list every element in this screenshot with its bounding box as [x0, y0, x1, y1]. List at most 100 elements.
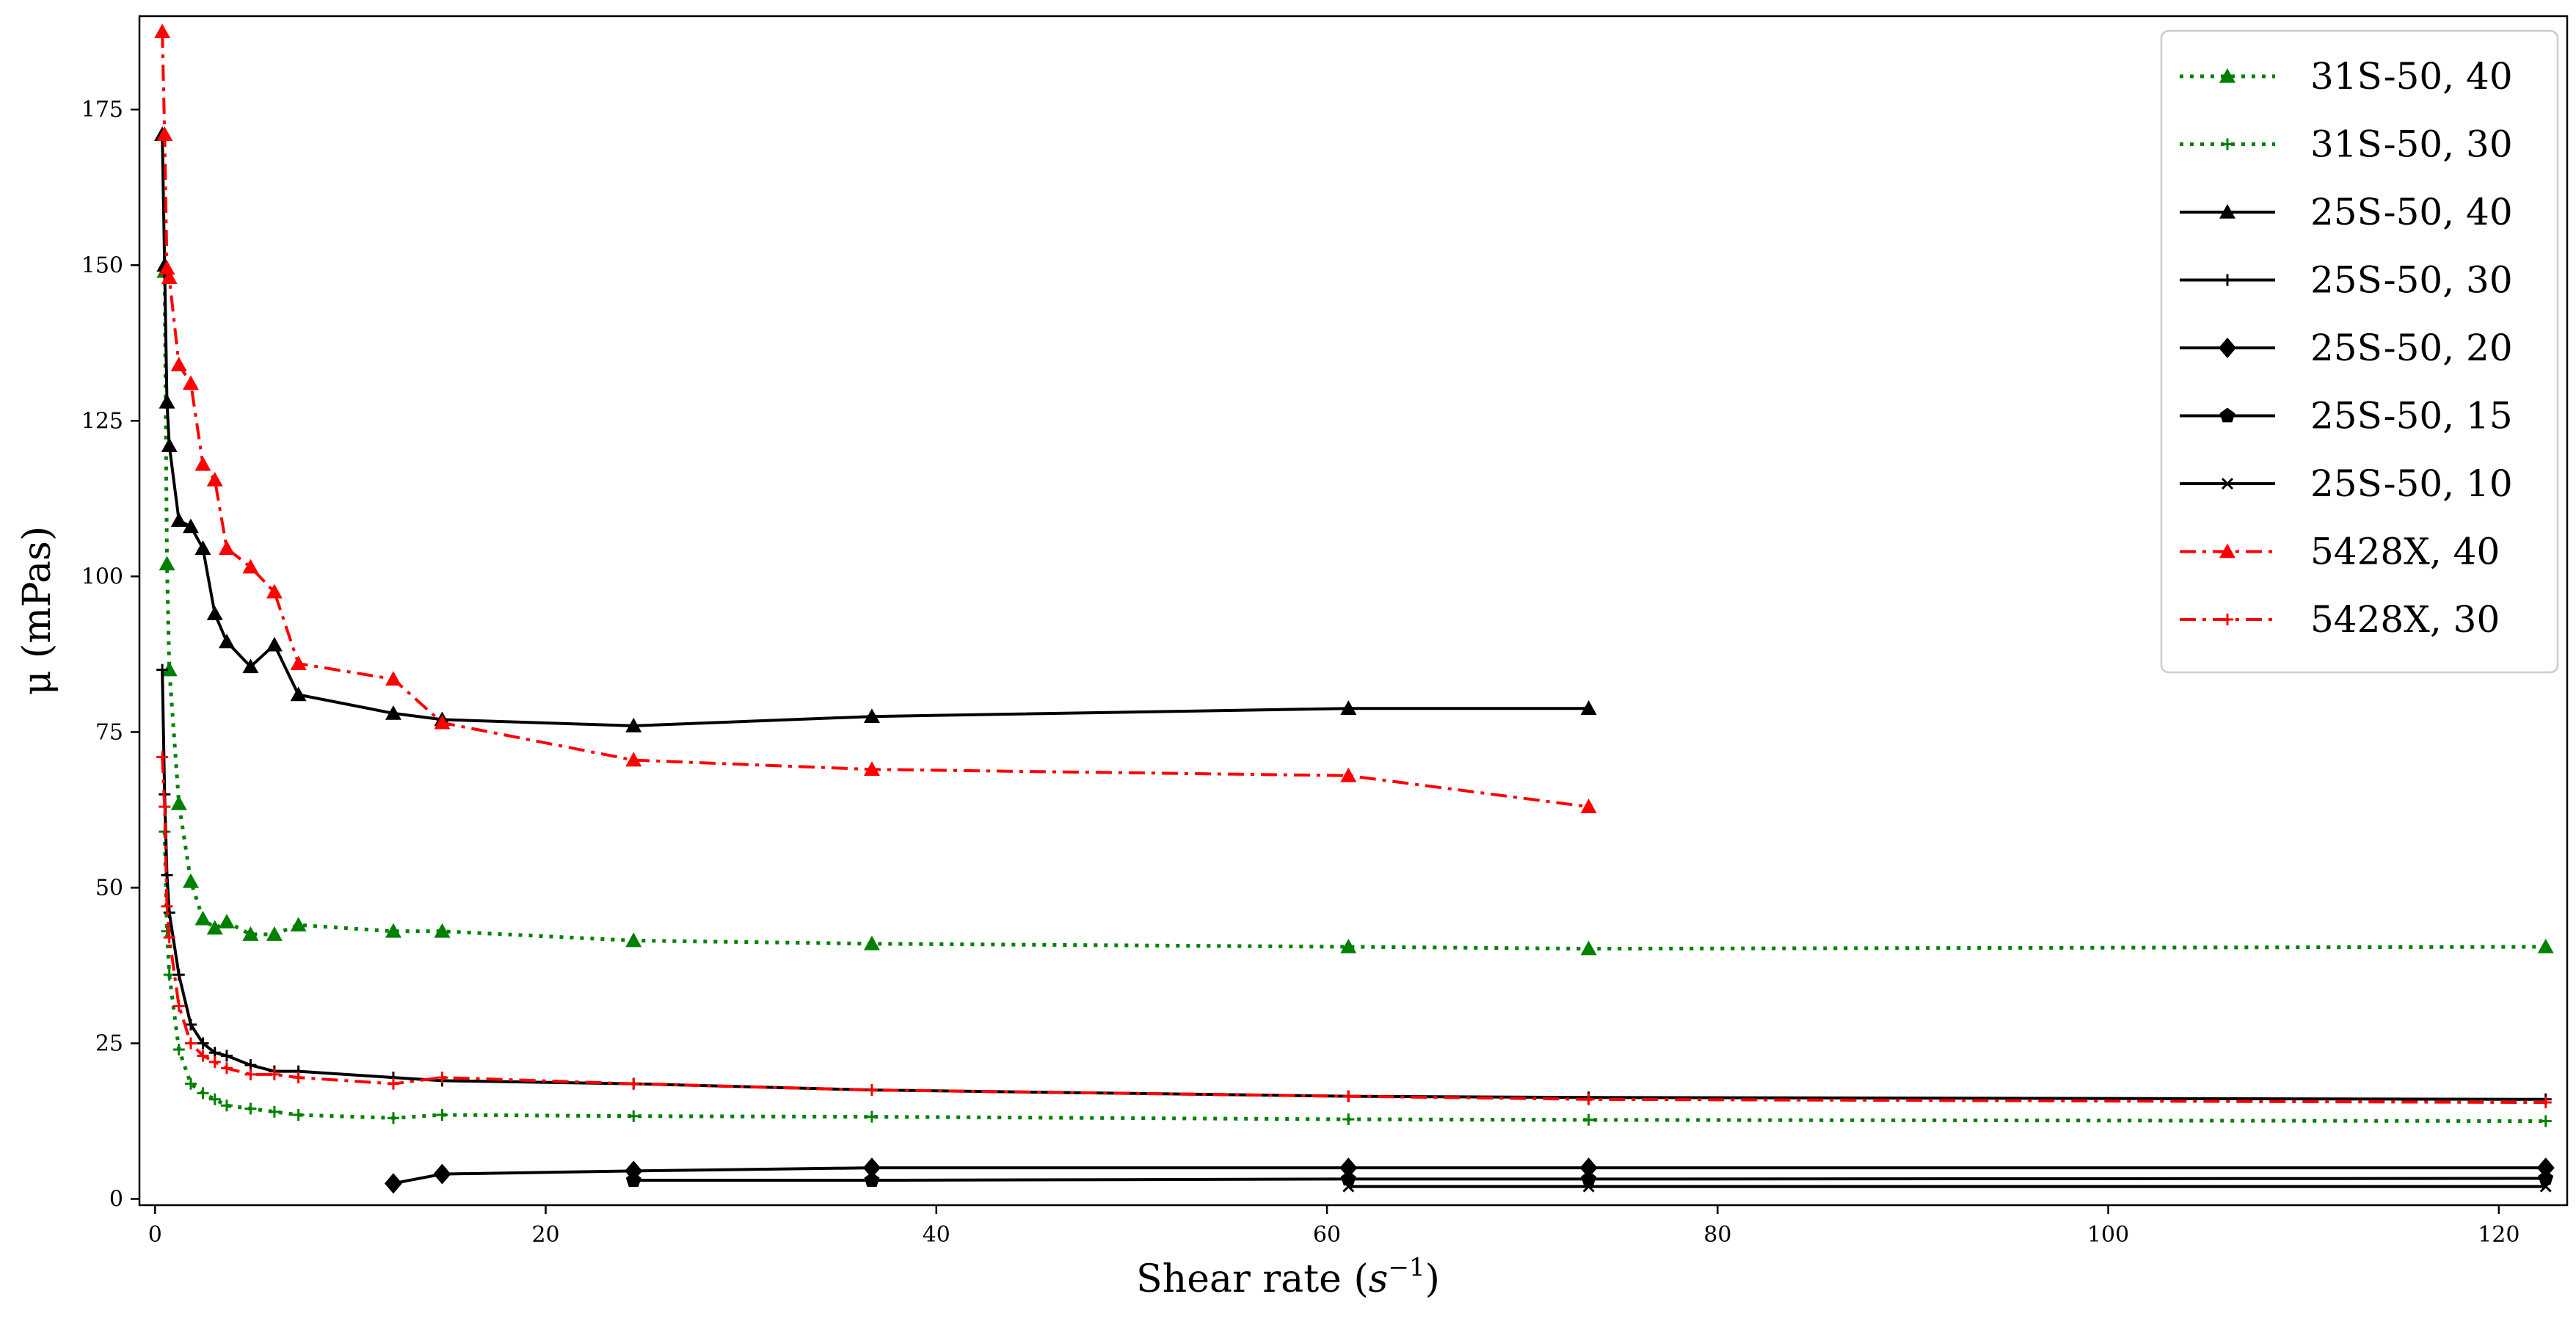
legend-entry: 25S-50, 10: [2180, 462, 2513, 505]
data-point: [266, 636, 283, 652]
data-point: [625, 752, 642, 767]
data-point: [242, 658, 259, 674]
legend-label: 5428X, 40: [2310, 531, 2500, 573]
x-axis-label-unit: s: [1369, 1257, 1389, 1301]
y-tick-label: 100: [81, 564, 123, 589]
x-tick-label: 60: [1313, 1222, 1341, 1248]
data-point: [625, 717, 642, 732]
data-point: [220, 1099, 233, 1112]
series-1: [156, 263, 2554, 956]
data-point: [1342, 1180, 1355, 1193]
y-tick-label: 125: [81, 408, 123, 434]
data-point: [433, 1163, 451, 1185]
legend-entry: 31S-50, 40: [2180, 55, 2513, 98]
series-9: [156, 751, 2552, 1109]
x-tick-label: 20: [531, 1222, 559, 1248]
data-point: [290, 917, 307, 932]
legend-marker: [2222, 274, 2233, 286]
data-point: [170, 356, 187, 371]
data-point: [1582, 1180, 1595, 1193]
data-point: [436, 1072, 448, 1084]
data-point: [2537, 939, 2554, 953]
legend-label: 5428X, 30: [2310, 598, 2500, 641]
data-point: [242, 559, 259, 574]
y-tick-label: 50: [95, 875, 123, 901]
series-7: [1342, 1180, 2552, 1193]
data-point: [625, 932, 642, 948]
data-point: [163, 931, 175, 944]
data-point: [1580, 700, 1597, 715]
data-point: [1340, 939, 1357, 953]
data-point: [156, 664, 169, 676]
x-tick-label: 100: [2087, 1222, 2129, 1248]
x-axis-label-exponent: −1: [1388, 1253, 1425, 1282]
y-tick-label: 75: [95, 719, 123, 745]
data-point: [172, 1043, 185, 1055]
data-point: [290, 655, 307, 670]
x-tick-label: 80: [1703, 1222, 1731, 1248]
data-point: [865, 1084, 878, 1097]
data-point: [865, 1110, 878, 1123]
series-5: [384, 1157, 2555, 1194]
data-point: [197, 1050, 209, 1062]
legend-label: 31S-50, 30: [2310, 123, 2513, 166]
x-tick-label: 120: [2478, 1222, 2519, 1248]
x-tick-label: 40: [923, 1222, 950, 1248]
data-point: [863, 935, 880, 950]
data-point: [1580, 940, 1597, 956]
data-point: [220, 1062, 233, 1075]
data-point: [163, 906, 175, 919]
legend-label: 25S-50, 10: [2310, 462, 2513, 505]
data-point: [434, 923, 451, 938]
data-point: [218, 633, 235, 649]
data-point: [194, 910, 211, 926]
x-axis: 0 20 40 60 80 100 120: [148, 1205, 2519, 1248]
series-layer: [154, 23, 2555, 1194]
data-point: [194, 540, 211, 555]
x-axis-label-text: Shear rate: [1136, 1257, 1342, 1301]
legend-label: 25S-50, 30: [2310, 259, 2513, 302]
data-point: [385, 923, 401, 938]
y-tick-label: 150: [81, 252, 123, 278]
data-point: [387, 1112, 399, 1124]
data-point: [627, 1110, 640, 1122]
data-point: [2539, 1180, 2552, 1193]
data-point: [159, 556, 175, 571]
y-tick-label: 25: [95, 1030, 123, 1056]
data-point: [159, 801, 171, 813]
data-point: [154, 23, 171, 39]
data-point: [172, 969, 185, 981]
legend-box: [2160, 29, 2559, 674]
legend-entry: 5428X, 40: [2180, 531, 2500, 573]
data-point: [206, 920, 223, 935]
data-point: [436, 1109, 448, 1121]
data-point: [434, 714, 451, 730]
data-point: [170, 795, 187, 810]
data-point: [218, 540, 235, 555]
data-point: [2539, 1115, 2552, 1127]
legend-label: 25S-50, 40: [2310, 191, 2513, 233]
legend-marker: [2219, 338, 2236, 358]
data-point: [182, 873, 199, 888]
series-line: [162, 271, 2546, 951]
data-point: [184, 1019, 197, 1031]
data-point: [156, 126, 173, 141]
data-point: [159, 393, 175, 409]
legend-marker: [2222, 614, 2233, 625]
data-point: [182, 518, 199, 534]
data-point: [863, 761, 880, 777]
data-point: [863, 708, 880, 723]
data-point: [2536, 1157, 2555, 1179]
data-point: [1582, 1093, 1595, 1105]
legend: 31S-50, 40 31S-50, 30 25S-50, 40 25S-50, 30…: [2160, 29, 2559, 674]
data-point: [197, 1037, 209, 1050]
data-point: [218, 914, 235, 928]
legend-marker: [2221, 477, 2234, 490]
data-point: [268, 1068, 280, 1080]
data-point: [156, 751, 169, 763]
y-axis: 0 25 50 75 100 125 150 175: [81, 97, 139, 1213]
data-point: [159, 260, 175, 275]
data-point: [292, 1109, 305, 1121]
data-point: [862, 1157, 881, 1179]
data-point: [268, 1105, 280, 1118]
